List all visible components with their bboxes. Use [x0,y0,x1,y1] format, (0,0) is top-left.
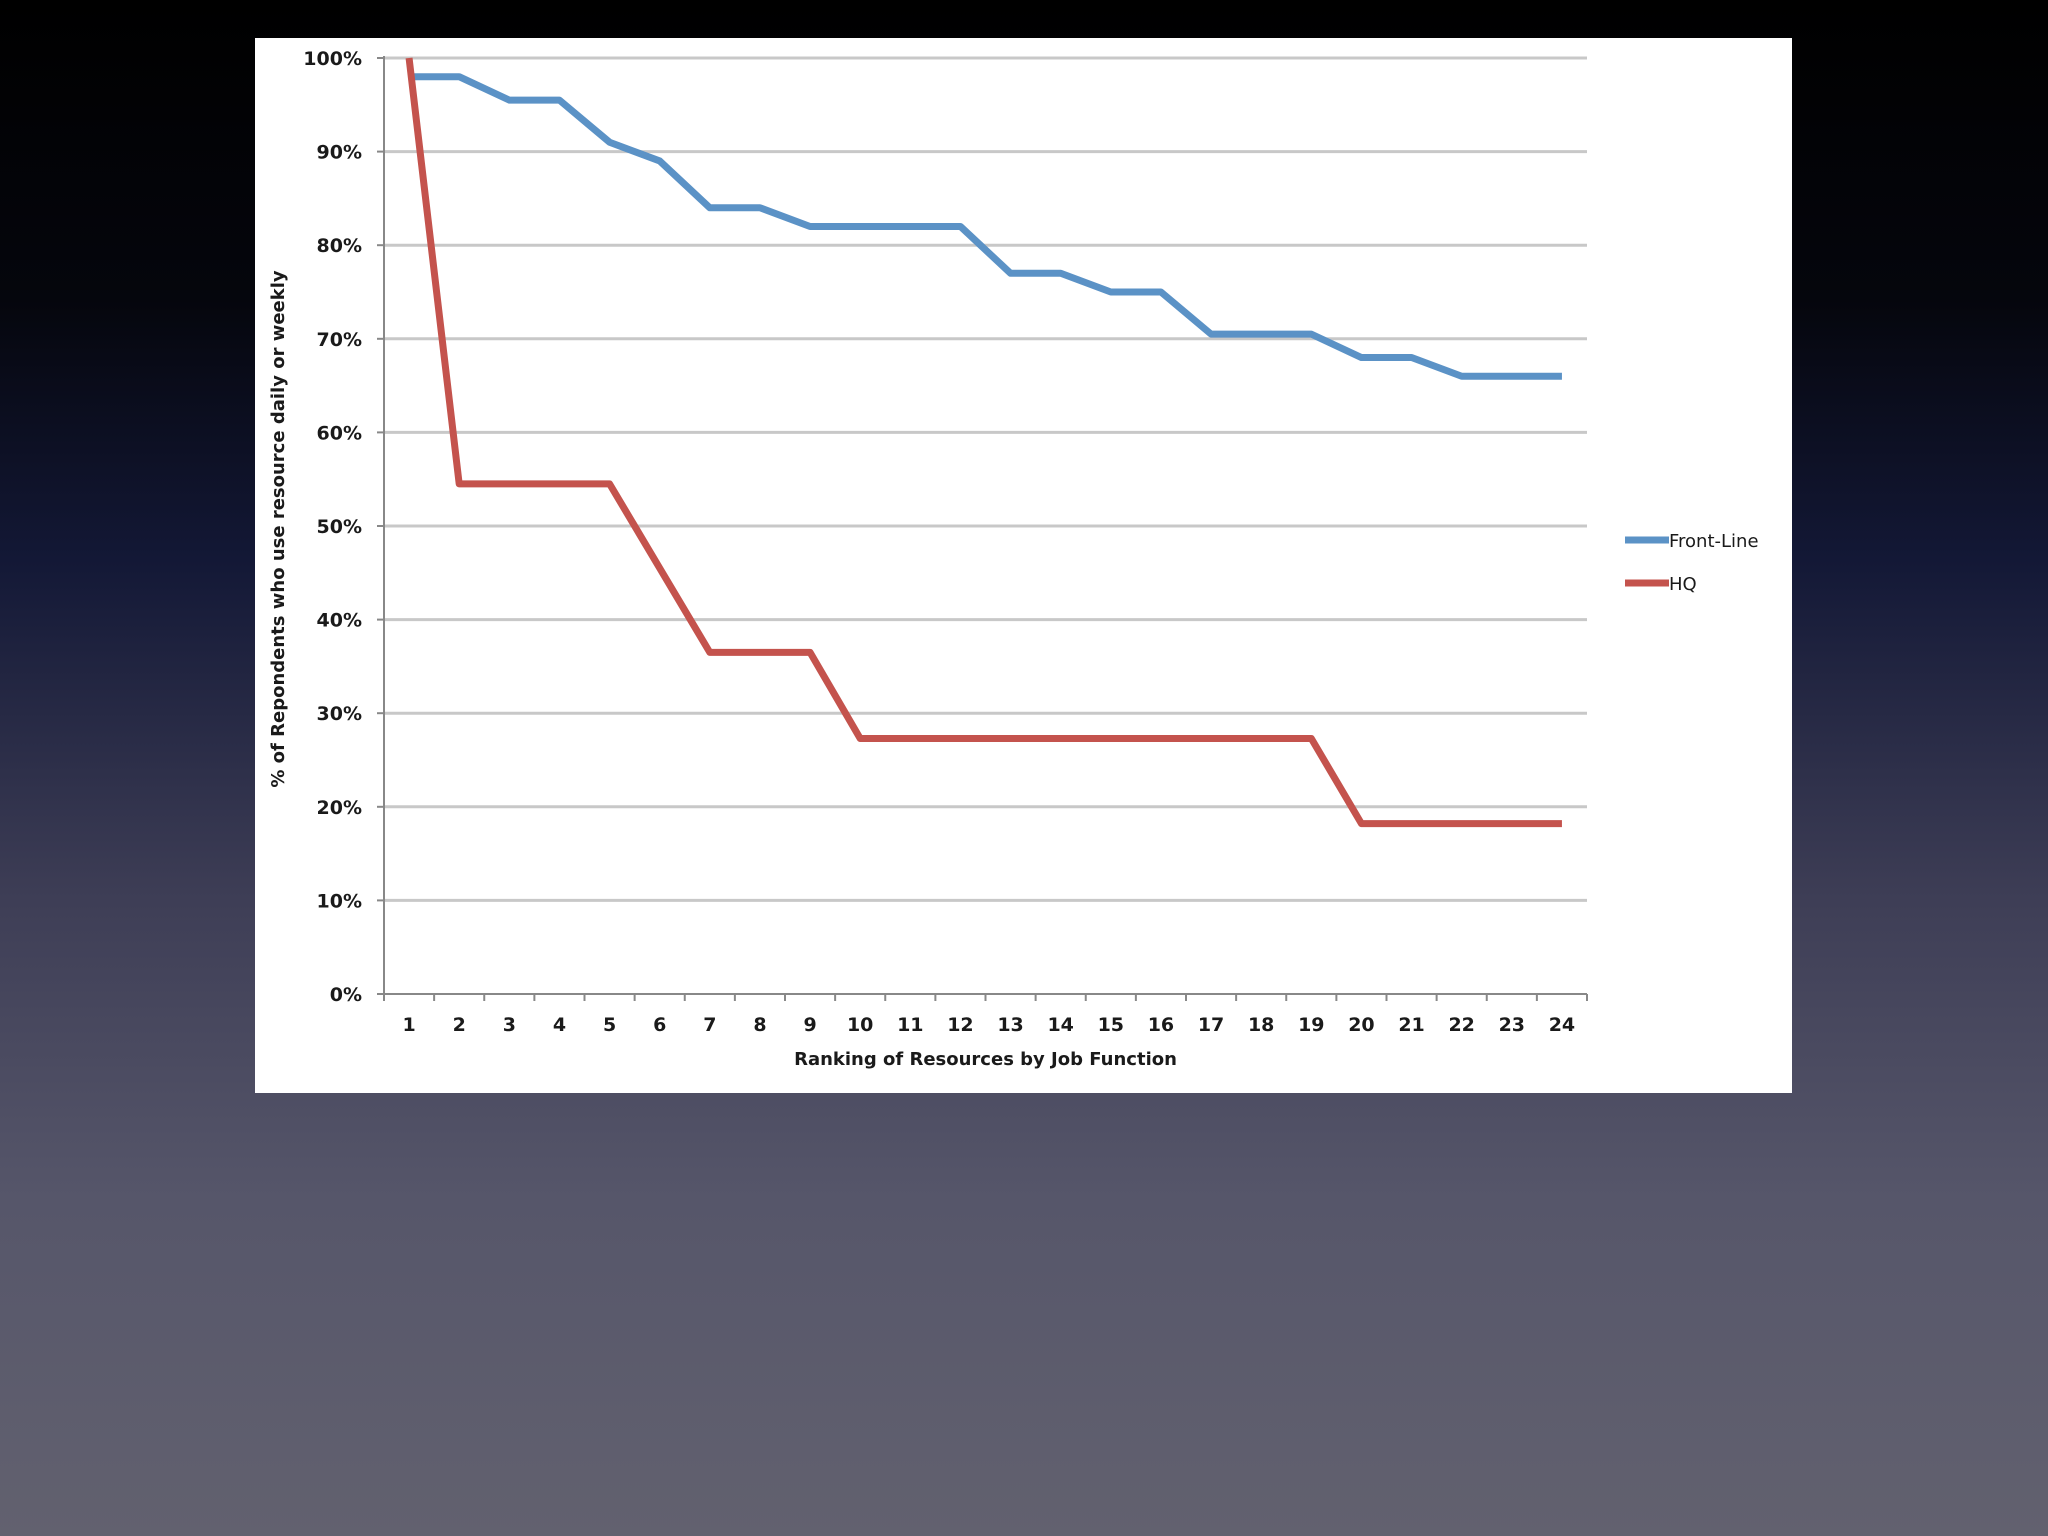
x-tick-label: 7 [703,1014,716,1036]
x-tick-label: 20 [1348,1014,1374,1036]
y-axis-title: % of Repondents who use resource daily o… [268,270,289,788]
y-tick-labels: 0% 10% 20% 30% 40% 50% 60% 70% 80% 90% 100% [303,48,362,1006]
x-tick-label: 16 [1148,1014,1174,1036]
axes [377,56,1588,1001]
x-tick-label: 15 [1098,1014,1124,1036]
y-tick-label: 50% [317,516,362,538]
x-tick-label: 24 [1549,1014,1575,1036]
x-tick-label: 14 [1047,1014,1073,1036]
y-tick-label: 30% [317,703,362,725]
y-tick-label: 0% [330,984,362,1006]
x-tick-label: 4 [553,1014,566,1036]
x-tick-label: 23 [1499,1014,1525,1036]
x-tick-label: 21 [1398,1014,1424,1036]
y-tick-label: 40% [317,610,362,632]
series-line-hq [405,57,1562,828]
y-tick-label: 80% [317,235,362,257]
x-tick-label: 8 [753,1014,766,1036]
series-line-front-line [409,73,1562,380]
y-tick-label: 10% [317,890,362,912]
legend: Front-Line HQ [1625,531,1759,595]
x-tick-label: 11 [897,1014,923,1036]
x-tick-label: 18 [1248,1014,1274,1036]
x-tick-label: 19 [1298,1014,1324,1036]
x-tick-label: 6 [653,1014,666,1036]
x-tick-label: 10 [847,1014,873,1036]
y-tick-label: 90% [317,142,362,164]
gridlines [384,56,1587,902]
x-tick-label: 17 [1198,1014,1224,1036]
legend-label-hq: HQ [1669,574,1697,595]
x-tick-label: 2 [453,1014,466,1036]
x-tick-label: 9 [803,1014,816,1036]
y-tick-label: 60% [317,422,362,444]
x-tick-label: 5 [603,1014,616,1036]
y-tick-label: 20% [317,797,362,819]
x-axis-title: Ranking of Resources by Job Function [794,1049,1177,1070]
legend-label-front-line: Front-Line [1669,531,1759,552]
series-lines [405,57,1562,828]
x-tick-label: 22 [1448,1014,1474,1036]
y-tick-label: 70% [317,329,362,351]
x-tick-label: 13 [997,1014,1023,1036]
x-tick-labels: 1 2 3 4 5 6 7 8 9 10 11 12 13 14 15 16 17 18 19 20 21 22 23 24 [402,1014,1575,1036]
x-tick-label: 1 [402,1014,415,1036]
x-tick-label: 12 [947,1014,973,1036]
x-tick-label: 3 [503,1014,516,1036]
y-tick-label: 100% [303,48,362,70]
